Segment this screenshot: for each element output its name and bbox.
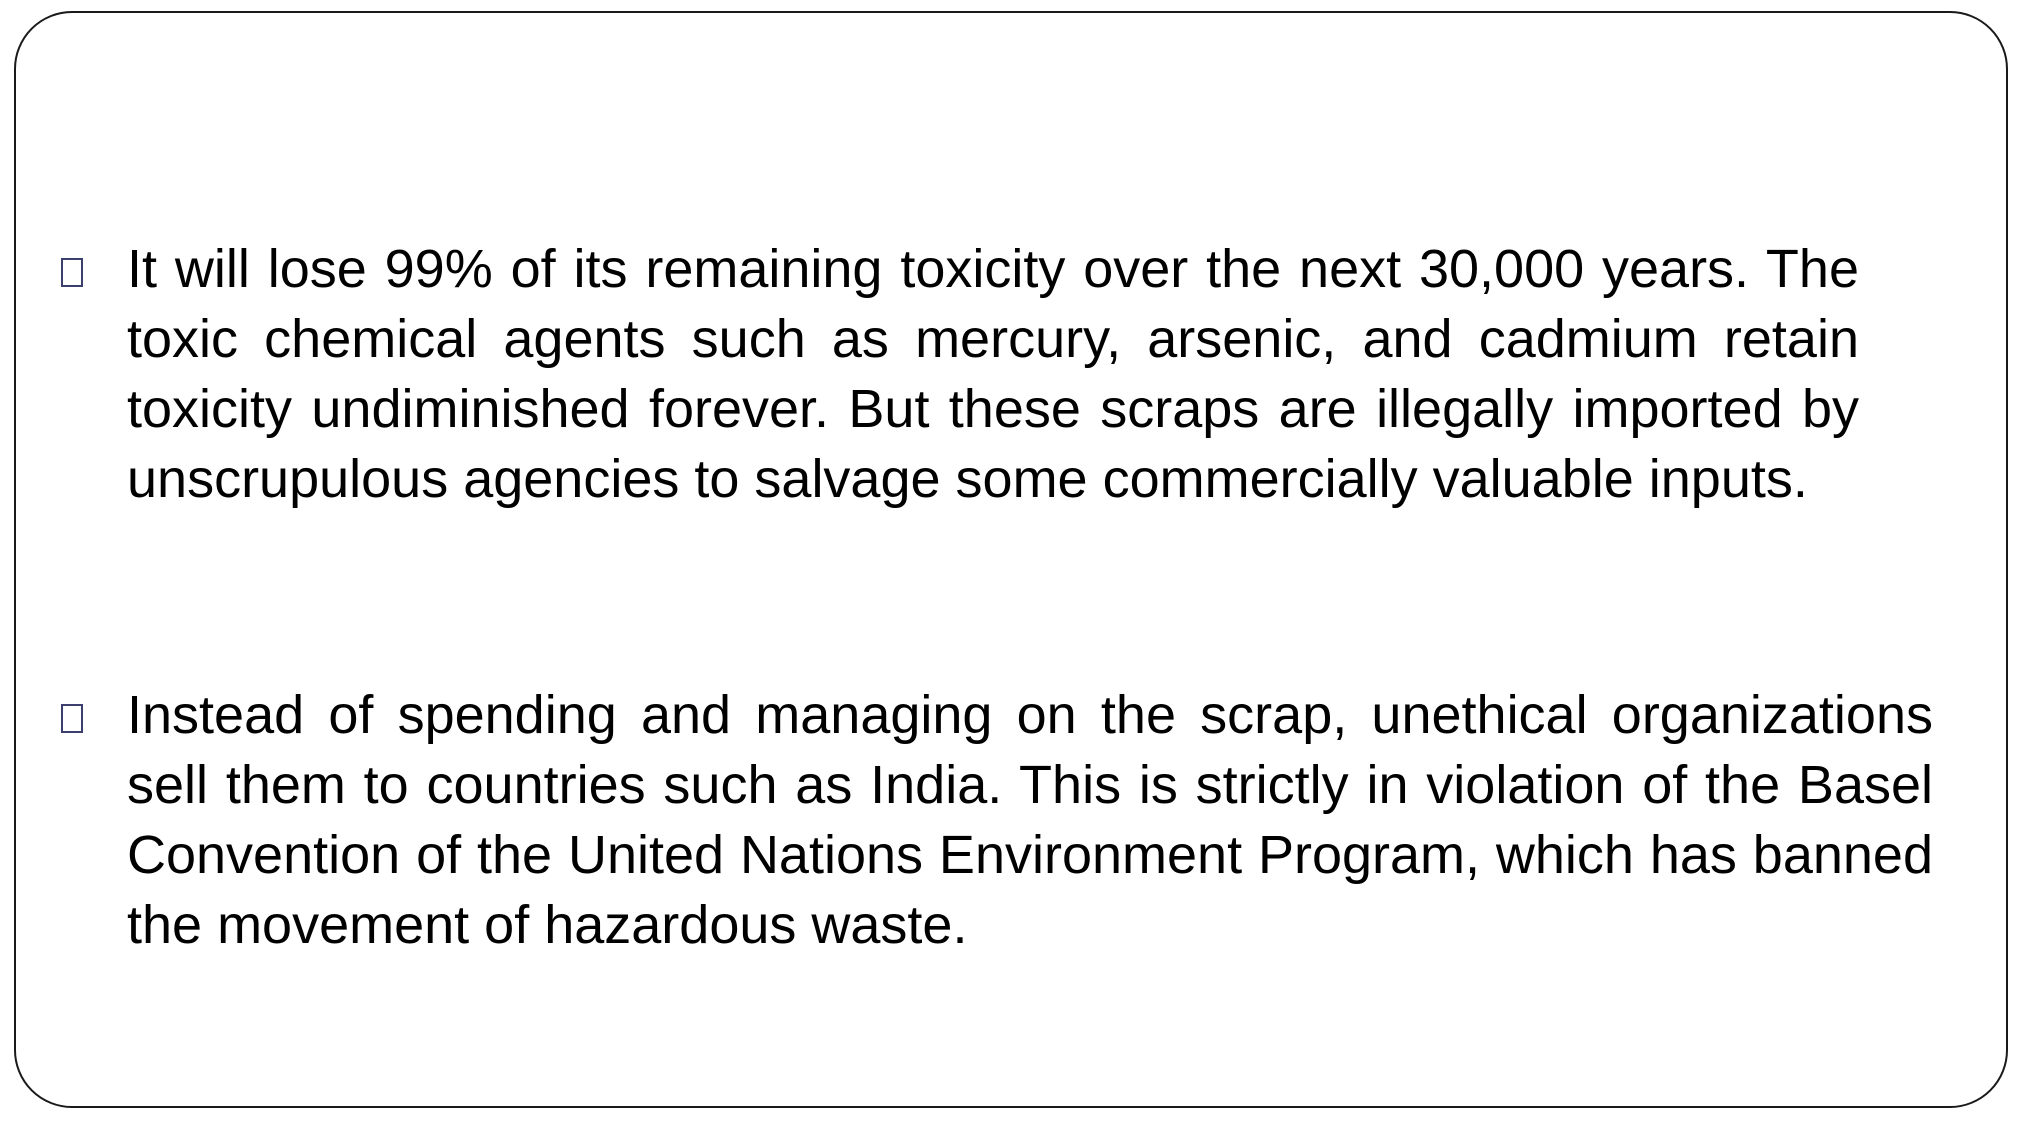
square-bullet-icon <box>61 704 83 733</box>
bullet-text: It will lose 99% of its remaining toxici… <box>127 239 1859 509</box>
square-bullet-icon <box>61 258 83 287</box>
bullet-text: Instead of spending and managing on the … <box>127 685 1933 955</box>
slide-frame <box>14 11 2008 1108</box>
